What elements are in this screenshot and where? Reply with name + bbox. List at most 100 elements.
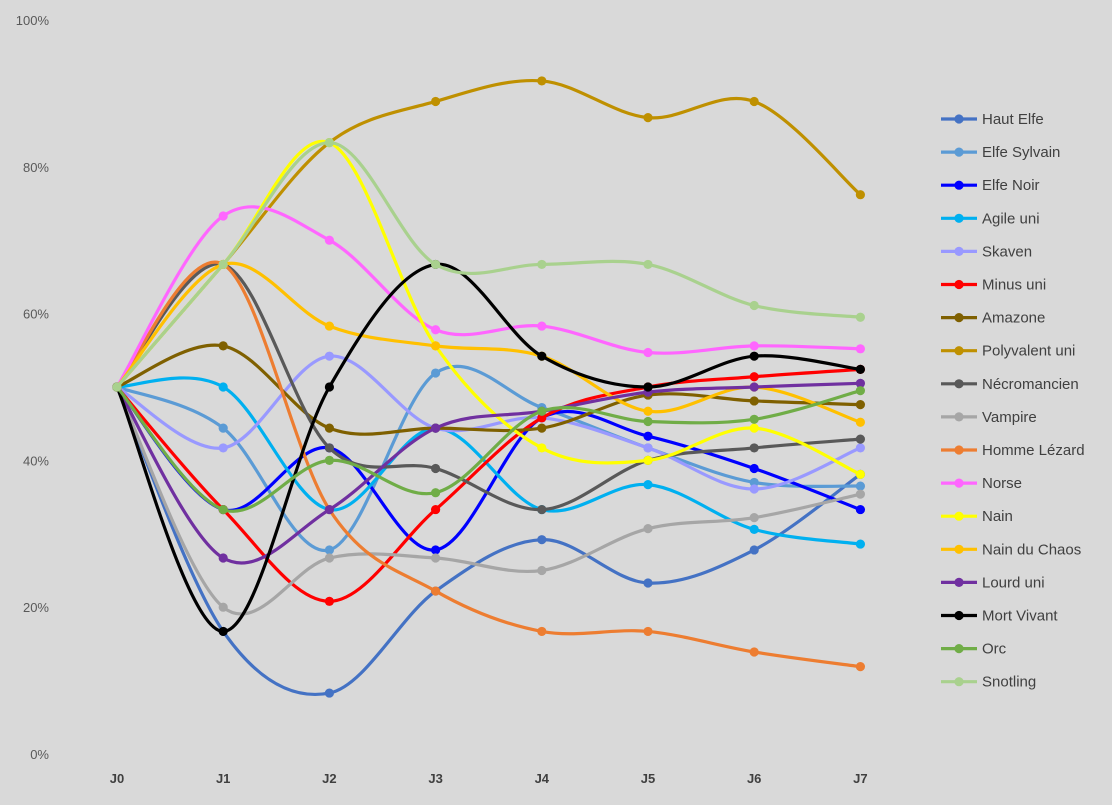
series-11 [112, 205, 866, 392]
x-tick-label: J2 [322, 771, 336, 786]
data-point [749, 484, 759, 494]
data-point [431, 368, 441, 378]
legend-label: Haut Elfe [982, 111, 1044, 128]
legend-label: Vampire [982, 409, 1037, 426]
y-tick-label: 80% [23, 160, 49, 175]
legend-item: Nécromancien [941, 376, 1079, 393]
x-tick-label: J5 [641, 771, 655, 786]
data-point [431, 325, 441, 335]
data-point [537, 504, 547, 515]
data-point [749, 477, 759, 488]
legend-marker [954, 180, 964, 190]
data-point [643, 626, 653, 637]
legend-marker [954, 114, 964, 124]
legend-item: Nain [941, 508, 1013, 525]
series-14 [112, 378, 866, 565]
legend-marker [954, 478, 964, 488]
legend-item: Snotling [941, 674, 1036, 691]
data-point [537, 406, 547, 416]
series-line [115, 343, 862, 436]
x-tick-label: J0 [110, 771, 124, 786]
data-point [749, 351, 759, 361]
legend-marker [954, 445, 964, 455]
data-point [537, 321, 547, 331]
data-point [855, 434, 866, 444]
data-point [643, 455, 653, 465]
data-point [643, 480, 653, 490]
data-point [218, 341, 228, 351]
legend-marker [954, 346, 964, 356]
data-point [749, 372, 759, 382]
data-point [749, 524, 759, 534]
data-point [855, 386, 866, 396]
data-point [218, 626, 228, 637]
data-point [537, 76, 547, 86]
data-point [855, 469, 866, 479]
data-point [643, 406, 653, 416]
data-point [749, 423, 759, 433]
legend-label: Skaven [982, 243, 1032, 260]
data-point [749, 382, 759, 392]
legend-item: Vampire [941, 409, 1037, 426]
x-tick-label: J1 [216, 771, 230, 786]
data-point [537, 565, 547, 576]
x-tick-label: J7 [853, 771, 867, 786]
data-point [537, 423, 547, 433]
legend-marker [954, 412, 964, 422]
legend-label: Elfe Sylvain [982, 144, 1060, 161]
series-line [115, 78, 862, 389]
legend-item: Agile uni [941, 210, 1040, 227]
series-line [115, 261, 862, 424]
data-point [218, 259, 228, 270]
legend-marker [954, 544, 964, 554]
data-point [855, 400, 866, 410]
x-tick-label: J6 [747, 771, 761, 786]
data-point [431, 96, 441, 107]
x-tick-label: J3 [428, 771, 442, 786]
legend-marker [954, 610, 964, 621]
legend-item: Amazone [941, 310, 1045, 327]
data-point [855, 662, 866, 672]
series-17 [112, 137, 866, 392]
legend-item: Mort Vivant [941, 608, 1058, 625]
data-point [218, 443, 228, 453]
data-point [431, 341, 441, 351]
data-point [537, 351, 547, 361]
data-point [749, 414, 759, 424]
data-point [431, 504, 441, 515]
data-point [855, 378, 866, 388]
data-point [643, 524, 653, 534]
legend-label: Norse [982, 475, 1022, 492]
data-point [324, 423, 334, 433]
legend-label: Mort Vivant [982, 608, 1058, 625]
legend-item: Skaven [941, 243, 1032, 260]
data-point [431, 553, 441, 563]
legend-item: Orc [941, 641, 1007, 658]
data-point [855, 344, 866, 354]
data-point [643, 347, 653, 358]
data-point [643, 443, 653, 453]
data-point [112, 382, 122, 392]
data-point [324, 596, 334, 606]
y-axis: 0% 20% 40% 60% 80% 100% [16, 13, 50, 762]
series-line [115, 364, 862, 552]
y-tick-label: 60% [23, 307, 49, 322]
data-point [324, 443, 334, 453]
legend-label: Minus uni [982, 277, 1046, 294]
legend-label: Amazone [982, 310, 1045, 327]
data-point [218, 423, 228, 433]
data-point [218, 504, 228, 515]
data-point [324, 235, 334, 245]
data-point [324, 382, 334, 392]
legend-label: Lourd uni [982, 574, 1045, 591]
y-tick-label: 100% [16, 13, 50, 28]
data-point [431, 545, 441, 555]
data-point [537, 443, 547, 453]
data-point [855, 417, 866, 427]
series-line [115, 385, 862, 616]
data-point [749, 647, 759, 657]
legend-label: Polyvalent uni [982, 343, 1075, 360]
legend-marker [954, 577, 964, 588]
data-point [749, 545, 759, 555]
